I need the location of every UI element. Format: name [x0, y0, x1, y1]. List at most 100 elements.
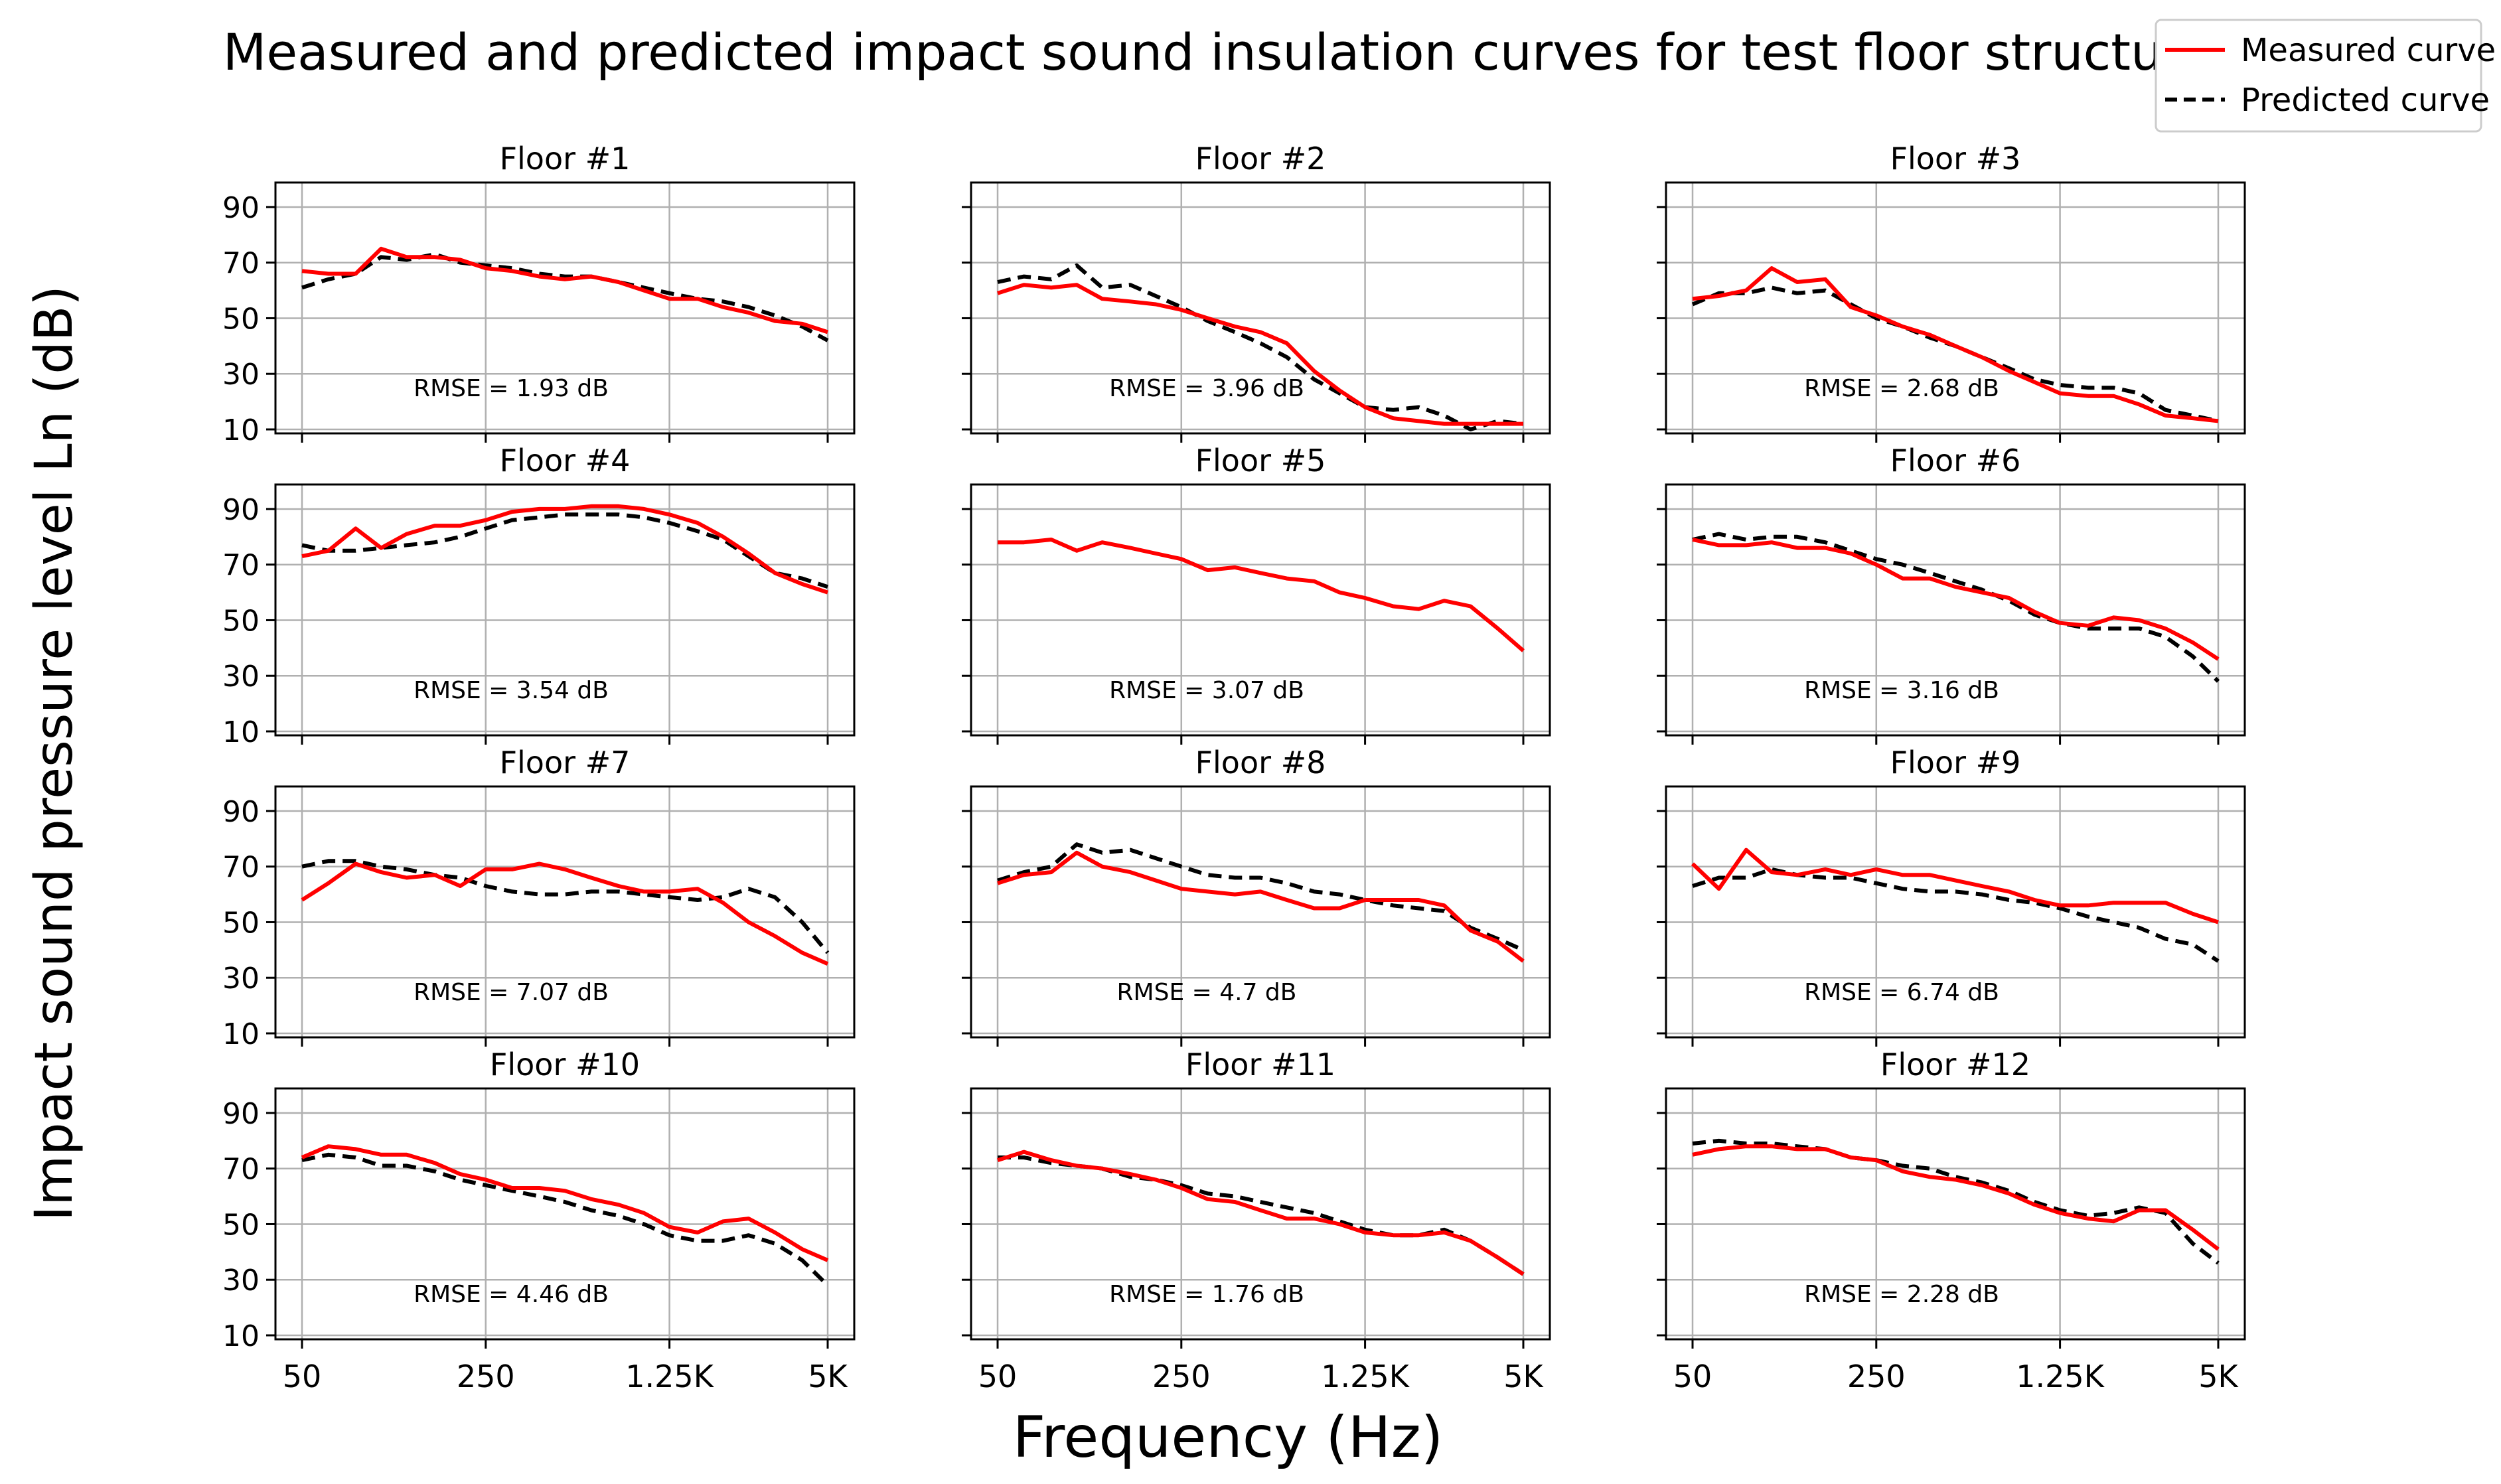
y-tick-label: 10	[222, 1017, 260, 1051]
rmse-label: RMSE = 3.96 dB	[1109, 375, 1304, 402]
x-tick-label: 1.25K	[2016, 1359, 2105, 1394]
panel-title: Floor #4	[500, 443, 631, 479]
panel-floor-1: 10 30 50 70 90 Floor #1 RMSE = 1.93 dB	[222, 141, 856, 447]
panel-title: Floor #3	[1890, 141, 2021, 177]
y-tick-label: 50	[222, 906, 260, 940]
predicted-curve	[301, 252, 829, 342]
y-tick-label: 70	[222, 1153, 260, 1187]
plot-frame	[970, 483, 1551, 737]
x-tick-label: 1.25K	[1321, 1359, 1410, 1394]
x-tick-label: 5K	[808, 1359, 848, 1394]
panel-title: Floor #11	[1185, 1047, 1335, 1082]
predicted-curve	[997, 263, 1524, 431]
rmse-label: RMSE = 4.7 dB	[1117, 979, 1297, 1006]
rmse-label: RMSE = 4.46 dB	[414, 1281, 609, 1308]
plot-frame	[970, 785, 1551, 1039]
rmse-label: RMSE = 6.74 dB	[1804, 979, 1999, 1006]
rmse-label: RMSE = 3.54 dB	[414, 677, 609, 704]
plot-frame	[274, 181, 856, 435]
panel-floor-4: 10 30 50 70 90 Floor #4 RMSE = 3.54 dB	[222, 443, 856, 749]
measured-curve	[1692, 266, 2219, 423]
predicted-curve	[1692, 1138, 2220, 1265]
x-tick-label: 250	[457, 1359, 515, 1394]
panel-floor-3: Floor #3 RMSE = 2.68 dB	[1657, 141, 2246, 443]
measured-curve	[1691, 848, 2219, 925]
y-tick-label: 90	[222, 493, 260, 527]
x-tick-label: 50	[1673, 1359, 1712, 1394]
panel-floor-5: Floor #5 RMSE = 3.07 dB	[962, 443, 1551, 745]
chart-title: Measured and predicted impact sound insu…	[223, 23, 2239, 82]
legend-box	[2155, 19, 2482, 133]
measured-curve	[1692, 538, 2220, 661]
y-tick-label: 10	[222, 715, 260, 749]
y-tick-label: 90	[222, 795, 260, 829]
x-axis-label: Frequency (Hz)	[1013, 1404, 1444, 1471]
panel-title: Floor #8	[1195, 745, 1326, 780]
rmse-label: RMSE = 3.07 dB	[1109, 677, 1304, 704]
plot-frame	[1665, 785, 2246, 1039]
predicted-curve	[997, 842, 1525, 952]
predicted-curve	[1692, 532, 2220, 683]
plot-frame	[274, 1087, 856, 1341]
panel-title: Floor #5	[1195, 443, 1326, 479]
rmse-label: RMSE = 2.68 dB	[1804, 375, 1999, 402]
x-tick-label: 5K	[2198, 1359, 2239, 1394]
legend-predicted-label: Predicted curve	[2241, 82, 2490, 119]
plot-frame	[274, 785, 856, 1039]
plot-frame	[274, 483, 856, 737]
measured-curve	[301, 246, 828, 334]
measured-curve	[1692, 1144, 2220, 1251]
rmse-label: RMSE = 1.93 dB	[414, 375, 609, 402]
plot-frame	[1665, 483, 2246, 737]
panel-title: Floor #2	[1195, 141, 1326, 177]
measured-curve	[301, 861, 829, 966]
predicted-curve	[301, 859, 830, 954]
y-tick-label: 30	[222, 358, 260, 392]
panel-title: Floor #12	[1880, 1047, 2030, 1082]
y-tick-label: 50	[222, 604, 260, 638]
panel-title: Floor #9	[1890, 745, 2021, 780]
x-tick-label: 5K	[1503, 1359, 1544, 1394]
rmse-label: RMSE = 1.76 dB	[1109, 1281, 1304, 1308]
panel-title: Floor #7	[500, 745, 631, 780]
panel-floor-6: Floor #6 RMSE = 3.16 dB	[1657, 443, 2246, 745]
y-tick-label: 10	[222, 1319, 260, 1353]
x-tick-label: 250	[1152, 1359, 1211, 1394]
rmse-label: RMSE = 2.28 dB	[1804, 1281, 1999, 1308]
panel-title: Floor #10	[490, 1047, 640, 1082]
panel-grid: 10 30 50 70 90 Floor #1 RMSE = 1.93 dB Floor #2…	[222, 141, 2246, 1394]
y-tick-label: 70	[222, 549, 260, 583]
panel-floor-8: Floor #8 RMSE = 4.7 dB	[962, 745, 1551, 1047]
y-tick-label: 30	[222, 962, 260, 996]
y-tick-label: 30	[222, 660, 260, 694]
y-tick-label: 70	[222, 247, 260, 281]
measured-curve	[997, 850, 1525, 963]
y-tick-label: 50	[222, 1208, 260, 1242]
legend-measured-label: Measured curve	[2241, 32, 2496, 69]
panel-floor-10: 10 30 50 70 90 50 250 1.25K 5K Floor #10 RMSE = 4.…	[222, 1047, 856, 1394]
measured-curve	[997, 1150, 1525, 1276]
panel-floor-9: Floor #9 RMSE = 6.74 dB	[1657, 745, 2246, 1047]
plot-frame	[970, 1087, 1551, 1341]
legend: Measured curve Predicted curve	[2155, 19, 2496, 133]
measured-curve	[997, 283, 1523, 426]
y-tick-label: 90	[222, 1097, 260, 1131]
rmse-label: RMSE = 3.16 dB	[1804, 677, 1999, 704]
panel-floor-7: 10 30 50 70 90 Floor #7 RMSE = 7.07 dB	[222, 745, 856, 1051]
predicted-curve	[301, 1152, 830, 1287]
plot-frame	[1665, 181, 2246, 435]
y-tick-label: 70	[222, 851, 260, 885]
y-tick-label: 50	[222, 302, 260, 336]
x-tick-label: 1.25K	[625, 1359, 714, 1394]
y-tick-label: 10	[222, 413, 260, 447]
panel-title: Floor #1	[500, 141, 631, 177]
y-axis-label: Impact sound pressure level Ln (dB)	[25, 285, 84, 1221]
predicted-curve	[301, 512, 828, 589]
panel-floor-12: 50 250 1.25K 5K Floor #12 RMSE = 2.28 dB	[1657, 1047, 2246, 1394]
predicted-curve	[998, 1155, 1525, 1276]
plot-frame	[1665, 1087, 2246, 1341]
measured-curve	[998, 538, 1525, 652]
plot-frame	[970, 181, 1551, 435]
measured-curve	[301, 1144, 829, 1262]
